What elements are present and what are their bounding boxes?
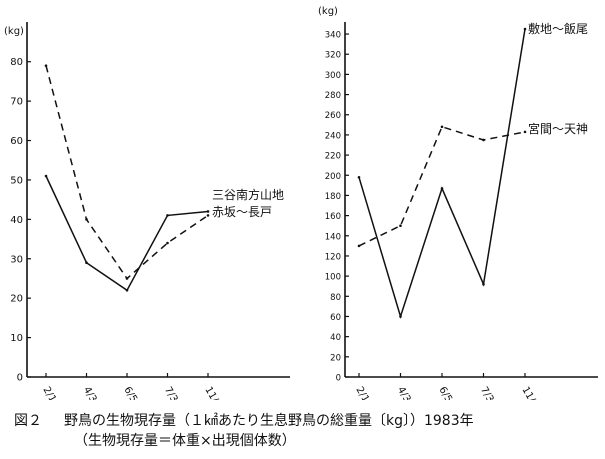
- chart-right: (kg) 0 20 40 60 80 100 120 140 160 180 200 220 240 260…: [318, 6, 598, 400]
- data-point: [399, 224, 402, 227]
- data-point: [85, 261, 88, 265]
- y-tick-label: 280: [325, 91, 341, 101]
- y-tick-label: 200: [325, 172, 341, 182]
- y-tick-label: 50: [10, 175, 23, 186]
- y-tick-label: 30: [10, 254, 23, 265]
- y-tick-label: 100: [325, 273, 341, 283]
- figure: (kg)010203040506070802/112/134/36/57/311…: [4, 6, 598, 400]
- data-point: [125, 277, 129, 280]
- data-point: [44, 174, 48, 178]
- caption-title: 野鳥の生物現存量（１㎢あたり生息野鳥の総重量〔kg〕）1983年: [64, 413, 474, 429]
- y-tick-label: 320: [325, 51, 341, 61]
- y-tick-label: 40: [330, 333, 341, 343]
- x-tick-label: 2/1: [353, 385, 371, 400]
- series-label-2: 赤坂〜長戸: [212, 205, 272, 219]
- y-tick-label: 260: [325, 111, 341, 121]
- data-point: [357, 244, 361, 248]
- y-tick-label: 60: [330, 313, 341, 323]
- y-tick-label: 20: [10, 294, 23, 305]
- y-tick-label: 0: [336, 374, 341, 384]
- data-point: [399, 315, 402, 318]
- data-point: [125, 288, 129, 292]
- y-unit-label: (kg): [318, 6, 338, 17]
- x-tick-label: 2/11: [40, 385, 61, 400]
- y-tick-label: 180: [325, 192, 341, 202]
- series-line-2: [358, 125, 526, 247]
- data-point: [166, 241, 169, 245]
- x-tick-label: 4/3: [81, 385, 99, 400]
- x-tick-label: 4/3: [395, 385, 413, 400]
- data-point: [85, 218, 88, 221]
- series-label-1: 三谷南方山地: [212, 187, 284, 202]
- data-point: [440, 187, 444, 190]
- y-tick-label: 60: [10, 136, 23, 147]
- caption-line-2: （生物現存量＝体重×出現個体数）: [74, 433, 296, 449]
- y-unit-label: (kg): [4, 26, 24, 37]
- x-tick-label: 6/5: [121, 385, 139, 400]
- y-tick-label: 40: [10, 215, 23, 226]
- data-point: [357, 175, 361, 179]
- y-tick-label: 340: [325, 31, 341, 41]
- caption-line-1: 図２ 野鳥の生物現存量（１㎢あたり生息野鳥の総重量〔kg〕）1983年: [14, 411, 599, 431]
- data-point: [440, 125, 444, 129]
- series-label-1: 敷地〜飯尾: [528, 21, 588, 36]
- x-tick-label: 11/23: [202, 385, 226, 400]
- y-tick-label: 240: [325, 131, 341, 141]
- chart-left: (kg)010203040506070802/112/134/36/57/311…: [4, 22, 290, 400]
- y-tick-label: 220: [325, 152, 341, 162]
- data-point: [482, 282, 485, 286]
- series-line-2: [45, 65, 209, 280]
- series-line-1: [358, 28, 526, 320]
- y-tick-label: 0: [17, 373, 23, 384]
- y-tick-label: 140: [325, 232, 341, 242]
- y-tick-label: 70: [10, 97, 23, 108]
- x-tick-label: 6/5: [436, 385, 454, 400]
- y-tick-label: 20: [330, 353, 341, 363]
- y-tick-label: 120: [325, 252, 341, 262]
- series-line-1: [45, 175, 209, 292]
- y-tick-label: 80: [10, 57, 23, 68]
- x-tick-label: 11/23: [519, 385, 543, 400]
- figure-caption: 図２ 野鳥の生物現存量（１㎢あたり生息野鳥の総重量〔kg〕）1983年 （生物現存…: [14, 411, 599, 451]
- x-tick-label: 7/31: [162, 385, 183, 400]
- data-point: [44, 64, 48, 67]
- y-tick-label: 160: [325, 212, 341, 222]
- series-label-2: 宮間〜天神: [528, 121, 588, 136]
- data-point: [523, 27, 527, 31]
- data-point: [523, 130, 527, 134]
- x-tick-label: 7/31: [478, 385, 499, 400]
- data-point: [206, 214, 210, 217]
- data-point: [482, 138, 485, 142]
- data-point: [206, 210, 210, 213]
- y-tick-label: 10: [10, 333, 23, 344]
- y-tick-label: 300: [325, 71, 341, 81]
- y-tick-label: 80: [330, 293, 341, 303]
- figure-number: 図２: [14, 413, 42, 429]
- data-point: [166, 214, 169, 217]
